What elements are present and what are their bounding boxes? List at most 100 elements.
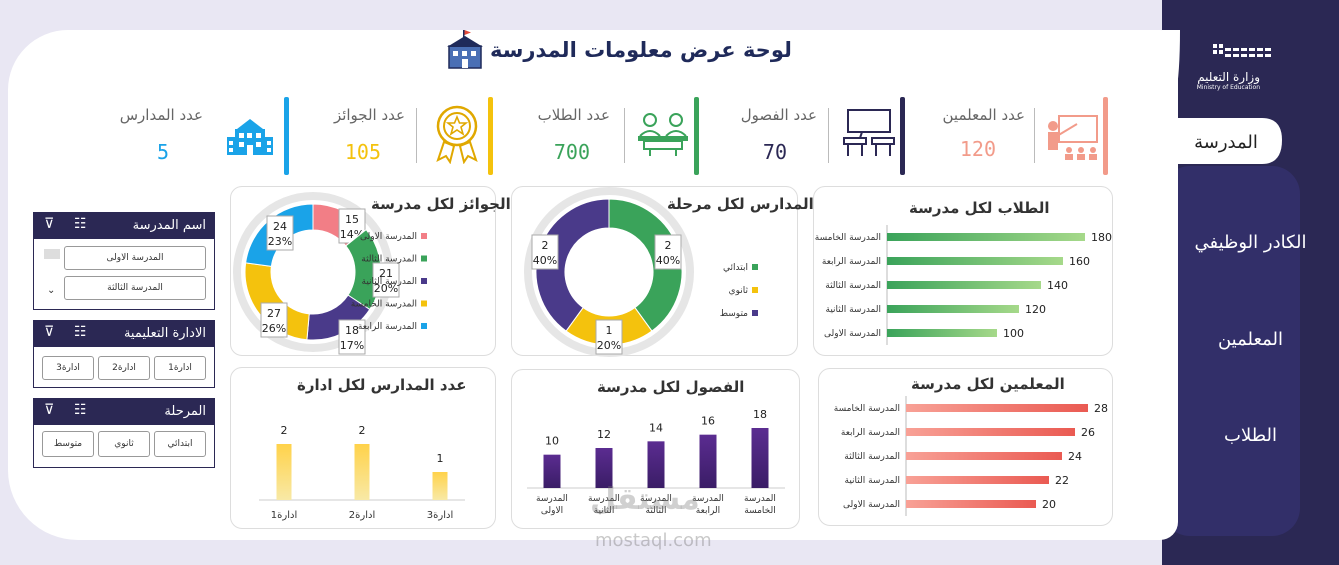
category-label: ادارة3 [427,510,453,521]
category-label: المدرسة [744,494,776,504]
multi-select-icon[interactable]: ☷ [74,402,87,418]
chart-students-svg: 180 المدرسة الخامسة 160 المدرسة الرابعة 140 ا… [815,225,1112,345]
category-label: المدرسة [588,494,620,504]
multi-select-icon[interactable]: ☷ [74,216,87,232]
callout-percent: 17% [340,339,364,352]
chart-classes-per-school: الفصول لكل مدرسة 10 المدرسة الاولى 12 المدرس… [511,369,800,529]
chart-teachers-per-school: المعلمين لكل مدرسة 28 المدرسة الخامسة 26 ال… [818,368,1113,526]
legend-label: المدرسة الثانية [362,277,418,287]
bar [354,444,370,500]
category-label: المدرسة الخامسة [834,404,900,414]
category-label: المدرسة الخامسة [815,233,881,243]
category-label: المدرسة الثالثة [844,452,900,462]
ministry-name-ar: وزارة التعليم [1197,70,1260,84]
slicer-admin-item[interactable]: ادارة1 [154,356,206,380]
data-label: 12 [597,428,611,441]
kpi-students-value: 700 [553,140,590,164]
bar [432,472,448,500]
sidebar-shape [1162,0,1339,565]
kpi-awards-label: عدد الجوائز [333,106,405,124]
slicer-stage-item[interactable]: متوسط [42,431,94,457]
kpi-schools-bar [284,97,289,175]
slicer-stage-item[interactable]: ابتدائي [154,431,206,457]
legend-swatch [421,278,427,284]
callout-value: 1 [606,324,613,337]
sidebar-item-students[interactable]: الطلاب [1224,425,1277,446]
category-label: الثالثة [646,506,667,516]
category-label: المدرسة [640,494,672,504]
clear-filter-icon[interactable]: ⊽ [44,402,55,418]
data-label: 14 [649,421,663,434]
chart-students-per-school: الطلاب لكل مدرسة 180 المدرسة الخامسة 160 ال… [813,186,1113,356]
legend-label: المدرسة الرابعة [358,322,417,332]
bar [887,305,1019,313]
bar [906,500,1036,508]
kpi-schools-label: عدد المدارس [119,106,203,124]
legend-label: المدرسة الاولى [360,232,417,242]
data-label: 22 [1055,474,1069,487]
callout-box [338,319,366,355]
multi-select-icon[interactable]: ☷ [74,324,87,340]
ministry-logo-icon [1213,44,1271,57]
slicer-admin-title: الادارة التعليمية [123,326,206,341]
chart-classes-svg: 10 المدرسة الاولى 12 المدرسة الثانية 14 المدرسة… [527,408,785,516]
kpi-teachers-label: عدد المعلمين [942,106,1026,124]
sidebar-item-school[interactable]: المدرسة [1194,132,1258,153]
clear-filter-icon[interactable]: ⊽ [44,324,55,340]
slicer-stage-item[interactable]: ثانوي [98,431,150,457]
slicer-admin-item[interactable]: ادارة3 [42,356,94,380]
kpi-students-label: عدد الطلاب [537,106,610,124]
slicer-admin: الادارة التعليمية ☷ ⊽ ادارة1 ادارة2 ادار… [33,320,215,388]
slicer-school-item[interactable]: المدرسة الاولى [64,246,206,270]
slicer-school-item[interactable]: المدرسة الثالثة [64,276,206,300]
clear-filter-icon[interactable]: ⊽ [44,216,55,232]
bar [887,281,1041,289]
legend-label: المدرسة الخامسة [351,300,417,310]
callout-percent: 20% [597,339,621,352]
data-label: 100 [1003,327,1024,340]
chevron-down-icon[interactable]: ⌄ [47,285,56,296]
watermark-en: mostaql.com [595,530,712,551]
category-label: المدرسة الرابعة [822,257,881,267]
slicer-stage-title: المرحلة [164,404,206,419]
sidebar-item-staff[interactable]: الكادر الوظيفي [1194,232,1307,253]
category-label: المدرسة الاولى [843,500,900,510]
slicer-school-header: اسم المدرسة ☷ ⊽ [34,213,214,239]
kpi-separator [624,108,625,163]
school-header-icon [447,30,483,69]
bar [887,233,1085,241]
slicer-admin-item[interactable]: ادارة2 [98,356,150,380]
chart-schools-per-stage: المدارس لكل مرحلة 2 40% 1 20% 2 40% ابتدائي ثان… [511,186,814,357]
watermark-ar: مستقل [590,482,700,517]
callout-box [260,302,288,338]
kpi-classes-bar [900,97,905,175]
callout-box [531,234,559,270]
chart-title: المدارس لكل مرحلة [667,195,814,213]
category-label: الرابعة [696,506,720,516]
data-label: 120 [1025,303,1046,316]
legend-swatch [752,287,758,293]
callout-box [372,262,400,298]
donut-slice [608,198,683,332]
bar [595,448,613,488]
category-label: الخامسة [744,506,775,516]
kpi-classes-value: 70 [762,140,787,164]
sidebar-item-teachers[interactable]: المعلمين [1217,329,1284,350]
callout-percent: 20% [374,282,398,295]
page-title: لوحة عرض معلومات المدرسة [490,38,792,62]
chart-title: عدد المدارس لكل ادارة [297,376,467,394]
legend-label: ابتدائي [723,263,748,273]
category-label: المدرسة [692,494,724,504]
school-icon [227,119,273,155]
category-label: المدرسة الثالثة [825,281,881,291]
callout-value: 21 [379,267,393,280]
chart-schools-per-admin: عدد المدارس لكل ادارة 2 ادارة1 2 ادارة2 1 ادا… [230,367,496,529]
scroll-up-button[interactable] [44,249,60,259]
slicer-school-title: اسم المدرسة [132,218,206,233]
data-label: 1 [437,452,444,465]
legend-swatch [421,233,427,239]
bar [906,476,1049,484]
category-label: المدرسة الاولى [824,329,881,339]
